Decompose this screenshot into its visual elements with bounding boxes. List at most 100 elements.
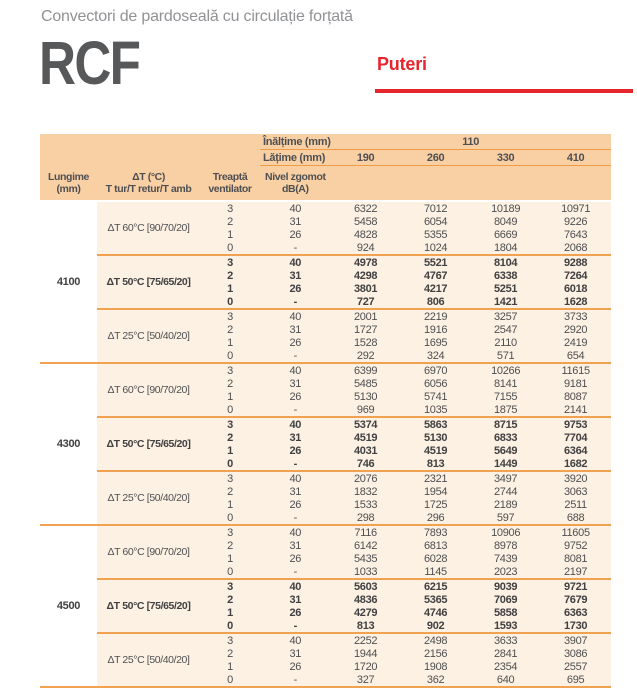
table-row: ΔT 25°C [50/40/20] 3 40 2001 2219 3257 3733 <box>40 309 611 364</box>
width-header-row: Lățime (mm) 190 260 330 410 <box>40 149 611 166</box>
power-cell-260: 5355 <box>400 228 471 241</box>
noise-level-cell: 26 <box>260 498 331 511</box>
power-cell-410: 2511 <box>540 498 611 511</box>
power-table: Înălțime (mm) 110 Lățime (mm) 190 260 33… <box>40 134 611 688</box>
table-row: 0-1033 1145 2023 2197 <box>40 565 611 580</box>
table-row: 0-924 1024 1804 2068 <box>40 241 611 256</box>
power-cell-190: 5374 <box>330 417 401 431</box>
power-cell-260: 4217 <box>400 282 471 295</box>
power-cell-260: 5365 <box>400 593 471 606</box>
column-header-lungime: Lungime (mm) <box>40 165 97 202</box>
power-cell-260: 1916 <box>400 323 471 336</box>
length-cell: 4100 <box>40 201 97 364</box>
power-cell-260: 1695 <box>400 336 471 349</box>
power-cell-330: 8141 <box>470 377 541 390</box>
noise-level-cell: 40 <box>260 417 331 431</box>
fan-speed-cell: 0 <box>200 673 260 688</box>
power-cell-190: 6322 <box>330 201 401 215</box>
column-header-row: Lungime (mm) ΔT (°C) T tur/T retur/T amb… <box>40 165 611 202</box>
power-cell-190: 6142 <box>330 539 401 552</box>
power-cell-190: 327 <box>330 673 401 688</box>
power-cell-190: 813 <box>330 619 401 634</box>
power-cell-260: 5130 <box>400 431 471 444</box>
power-cell-330: 3257 <box>470 309 541 323</box>
power-cell-190: 4279 <box>330 606 401 619</box>
power-cell-330: 1804 <box>470 241 541 256</box>
noise-level-cell: - <box>260 565 331 580</box>
fan-speed-cell: 1 <box>200 390 260 403</box>
width-value-190: 190 <box>330 149 401 166</box>
power-cell-190: 746 <box>330 457 401 472</box>
fan-speed-cell: 0 <box>200 511 260 526</box>
table-row: 1 26 4279 4746 5858 6363 <box>40 606 611 619</box>
noise-level-cell: - <box>260 295 331 310</box>
power-cell-410: 10971 <box>540 201 611 215</box>
power-cell-410: 3086 <box>540 647 611 660</box>
table-row: 4300 ΔT 60°C [90/70/20] 3 40 6399 6970 10266 11… <box>40 363 611 526</box>
fan-speed-cell: 2 <box>200 323 260 336</box>
table-row: 2 31 1944 2156 2841 3086 <box>40 647 611 660</box>
fan-speed-cell: 3 <box>200 255 260 269</box>
fan-speed-cell: 3 <box>200 579 260 593</box>
power-cell-190: 4519 <box>330 431 401 444</box>
power-cell-330: 8104 <box>470 255 541 269</box>
column-header-line: (mm) <box>56 182 81 195</box>
fan-speed-cell: 0 <box>200 403 260 418</box>
table-row: 0-727 806 1421 1628 <box>40 295 611 310</box>
fan-speed-cell: 2 <box>200 269 260 282</box>
width-value-330: 330 <box>470 149 541 166</box>
power-cell-190: 5603 <box>330 579 401 593</box>
power-cell-410: 9752 <box>540 539 611 552</box>
noise-level-cell: 26 <box>260 606 331 619</box>
power-cell-260: 2498 <box>400 633 471 647</box>
noise-level-cell: - <box>260 511 331 526</box>
delta-t-cell: ΔT 25°C [50/40/20] <box>97 309 200 364</box>
power-cell-330: 5251 <box>470 282 541 295</box>
delta-t-cell: ΔT 60°C [90/70/20] <box>97 525 200 580</box>
power-cell-190: 924 <box>330 241 401 256</box>
section-title: Puteri <box>377 54 427 74</box>
power-cell-330: 7069 <box>470 593 541 606</box>
power-cell-190: 1944 <box>330 647 401 660</box>
column-header-line: Treaptă <box>212 170 248 183</box>
length-cell: 4300 <box>40 363 97 526</box>
power-cell-330: 7155 <box>470 390 541 403</box>
power-cell-260: 6813 <box>400 539 471 552</box>
power-cell-190: 5458 <box>330 215 401 228</box>
section-title-underline <box>375 89 633 93</box>
power-cell-410: 6018 <box>540 282 611 295</box>
power-cell-410: 6363 <box>540 606 611 619</box>
power-cell-330: 3633 <box>470 633 541 647</box>
power-cell-410: 2197 <box>540 565 611 580</box>
noise-level-cell: 26 <box>260 390 331 403</box>
power-cell-410: 9288 <box>540 255 611 269</box>
table-row: ΔT 50°C [75/65/20] 3 40 4978 5521 8104 9288 <box>40 255 611 310</box>
power-cell-330: 9039 <box>470 579 541 593</box>
table-row: 1 26 3801 4217 5251 6018 <box>40 282 611 295</box>
power-cell-410: 2920 <box>540 323 611 336</box>
power-cell-330: 10906 <box>470 525 541 539</box>
power-cell-260: 813 <box>400 457 471 472</box>
power-cell-190: 4836 <box>330 593 401 606</box>
power-cell-330: 2547 <box>470 323 541 336</box>
noise-level-cell: 26 <box>260 228 331 241</box>
delta-t-cell: ΔT 25°C [50/40/20] <box>97 471 200 526</box>
power-cell-260: 4767 <box>400 269 471 282</box>
power-cell-410: 9226 <box>540 215 611 228</box>
fan-speed-cell: 3 <box>200 633 260 647</box>
power-cell-260: 296 <box>400 511 471 526</box>
fan-speed-cell: 1 <box>200 336 260 349</box>
table-row: 4100 ΔT 60°C [90/70/20] 3 40 6322 7012 10189 10… <box>40 201 611 364</box>
power-cell-330: 1449 <box>470 457 541 472</box>
delta-t-cell: ΔT 50°C [75/65/20] <box>97 255 200 310</box>
power-cell-330: 1421 <box>470 295 541 310</box>
noise-level-cell: 31 <box>260 215 331 228</box>
table-row: 2 31 5458 6054 8049 9226 <box>40 215 611 228</box>
noise-level-cell: 31 <box>260 377 331 390</box>
fan-speed-cell: 0 <box>200 295 260 310</box>
table-row: 2 31 5485 6056 8141 9181 <box>40 377 611 390</box>
fan-speed-cell: 1 <box>200 606 260 619</box>
power-cell-330: 8978 <box>470 539 541 552</box>
fan-speed-cell: 2 <box>200 215 260 228</box>
column-header-line: T tur/T retur/T amb <box>105 182 192 195</box>
